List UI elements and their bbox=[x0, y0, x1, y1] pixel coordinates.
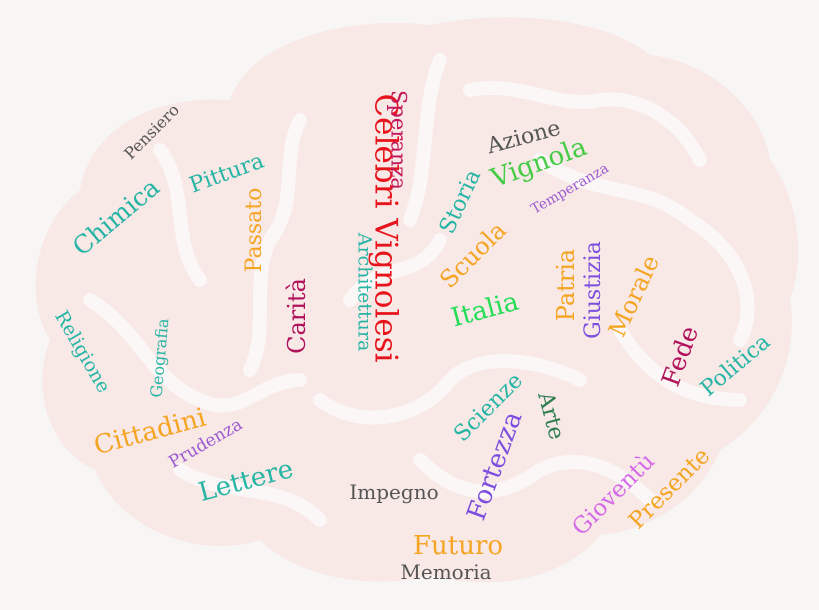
word-memoria: Memoria bbox=[400, 560, 492, 584]
brain-folds bbox=[83, 53, 755, 527]
word-patria: Patria bbox=[552, 248, 580, 322]
brain-silhouette bbox=[35, 17, 799, 583]
word-speranza: Speranza bbox=[386, 90, 411, 190]
word-architettura: Architettura bbox=[353, 232, 376, 352]
word-impegno: Impegno bbox=[349, 480, 439, 504]
word-futuro: Futuro bbox=[412, 531, 504, 561]
word-giustizia: Giustizia bbox=[581, 241, 606, 339]
word-carita: Carità bbox=[283, 278, 311, 354]
word-passato: Passato bbox=[242, 187, 267, 273]
